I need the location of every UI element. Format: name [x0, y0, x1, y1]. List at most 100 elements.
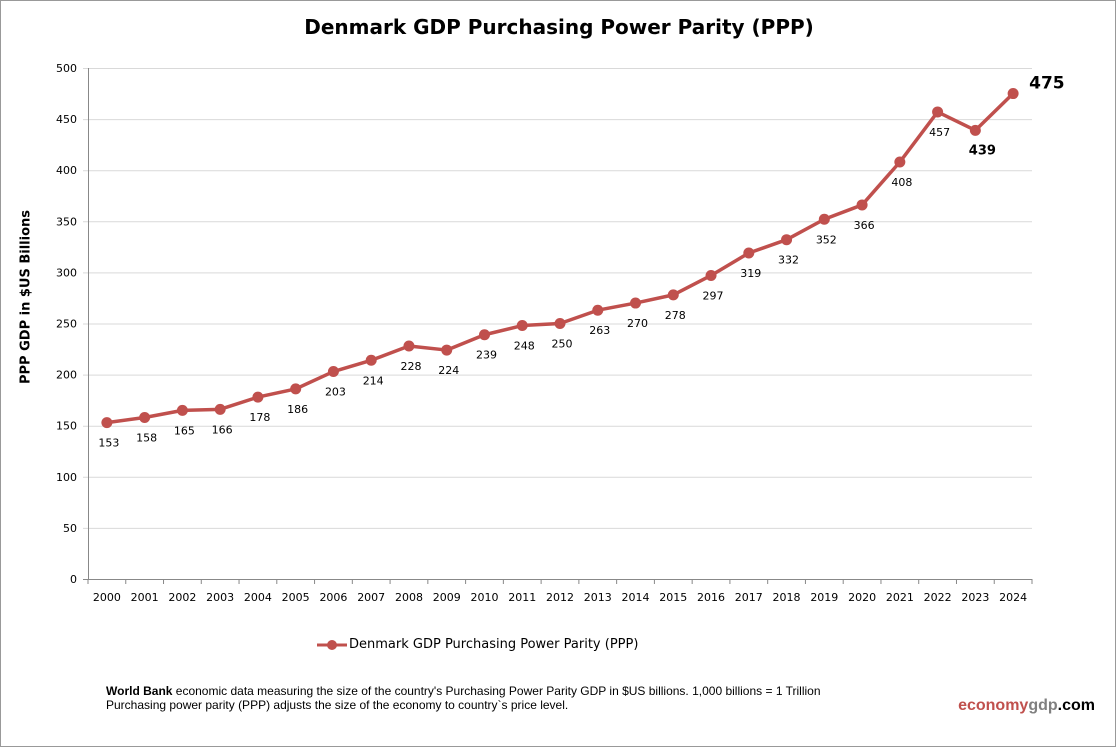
- data-label: 270: [627, 317, 648, 330]
- x-tick-label: 2007: [357, 591, 385, 604]
- footnote-line2: Purchasing power parity (PPP) adjusts th…: [106, 698, 569, 712]
- data-label: 366: [854, 219, 875, 232]
- data-point: [630, 297, 642, 309]
- data-point: [969, 124, 981, 136]
- data-point: [516, 320, 528, 332]
- y-tick-label: 0: [70, 573, 77, 586]
- y-tick-label: 250: [56, 318, 77, 331]
- data-point: [365, 354, 377, 366]
- x-tick-label: 2001: [131, 591, 159, 604]
- x-tick-label: 2002: [168, 591, 196, 604]
- data-label: 319: [740, 267, 761, 280]
- y-tick-label: 100: [56, 471, 77, 484]
- data-point: [554, 318, 566, 329]
- x-tick-label: 2005: [282, 591, 310, 604]
- data-point: [403, 340, 415, 352]
- y-tick-label: 450: [56, 113, 77, 126]
- data-label: 457: [929, 126, 950, 139]
- chart-title: Denmark GDP Purchasing Power Parity (PPP…: [304, 15, 814, 39]
- data-label: 475: [1029, 74, 1065, 94]
- data-point: [1007, 88, 1019, 100]
- logo[interactable]: economygdp.com: [958, 697, 1095, 715]
- data-label: 165: [174, 424, 195, 437]
- data-label: 239: [476, 349, 497, 362]
- logo-part-com: .com: [1057, 697, 1095, 714]
- footnote: World Bank economic data measuring the s…: [106, 684, 821, 712]
- data-label: 408: [891, 176, 912, 189]
- data-label: 224: [438, 364, 459, 377]
- x-tick-label: 2022: [924, 591, 952, 604]
- data-label: 228: [400, 360, 421, 373]
- x-tick-label: 2020: [848, 591, 876, 604]
- data-label: 214: [363, 374, 384, 387]
- data-point: [252, 391, 264, 403]
- x-tick-label: 2010: [470, 591, 498, 604]
- x-tick-label: 2019: [810, 591, 838, 604]
- data-label: 186: [287, 403, 308, 416]
- data-label: 158: [136, 432, 157, 445]
- data-label: 297: [703, 289, 724, 302]
- data-label: 178: [249, 411, 270, 424]
- data-point: [667, 289, 679, 301]
- x-tick-label: 2003: [206, 591, 234, 604]
- data-label: 166: [212, 423, 233, 436]
- x-tick-label: 2024: [999, 591, 1027, 604]
- data-label: 278: [665, 309, 686, 322]
- x-tick-label: 2015: [659, 591, 687, 604]
- x-tick-label: 2008: [395, 591, 423, 604]
- x-tick-label: 2018: [773, 591, 801, 604]
- legend-label: Denmark GDP Purchasing Power Parity (PPP…: [349, 637, 639, 652]
- data-point: [327, 366, 339, 378]
- legend-marker-icon: [317, 639, 347, 650]
- data-point: [743, 247, 755, 259]
- x-tick-label: 2012: [546, 591, 574, 604]
- data-point: [441, 344, 453, 356]
- data-point: [781, 234, 793, 246]
- data-point: [592, 304, 604, 316]
- x-tick-label: 2004: [244, 591, 272, 604]
- data-point: [932, 106, 944, 118]
- x-tick-label: 2016: [697, 591, 725, 604]
- data-point: [705, 269, 717, 281]
- y-tick-label: 50: [63, 522, 77, 535]
- data-label: 153: [98, 437, 119, 450]
- data-label: 263: [589, 324, 610, 337]
- y-tick-label: 200: [56, 369, 77, 382]
- logo-part-gdp: gdp: [1028, 697, 1058, 714]
- data-label: 250: [552, 338, 573, 351]
- y-tick-label: 150: [56, 420, 77, 433]
- x-tick-label: 2000: [93, 591, 121, 604]
- x-tick-label: 2013: [584, 591, 612, 604]
- data-point: [478, 329, 490, 341]
- y-tick-label: 500: [56, 62, 77, 75]
- x-tick-label: 2023: [961, 591, 989, 604]
- data-label: 439: [969, 143, 996, 158]
- y-tick-label: 350: [56, 215, 77, 228]
- logo-part-economy: economy: [958, 697, 1029, 714]
- footnote-line1: economic data measuring the size of the …: [172, 684, 821, 698]
- data-point: [214, 403, 226, 415]
- series-line: [106, 92, 1015, 425]
- x-tick-label: 2021: [886, 591, 914, 604]
- data-label: 352: [816, 233, 837, 246]
- data-point: [176, 404, 188, 416]
- data-label: 203: [325, 386, 346, 399]
- x-tick-label: 2017: [735, 591, 763, 604]
- x-tick-label: 2009: [433, 591, 461, 604]
- data-point: [894, 156, 906, 168]
- x-tick-label: 2006: [319, 591, 347, 604]
- y-tick-label: 300: [56, 266, 77, 279]
- data-point: [290, 383, 302, 395]
- data-label: 332: [778, 254, 799, 267]
- legend[interactable]: Denmark GDP Purchasing Power Parity (PPP…: [317, 637, 638, 652]
- y-tick-label: 400: [56, 164, 77, 177]
- data-point: [818, 213, 830, 225]
- data-label: 248: [514, 340, 535, 353]
- data-point: [856, 199, 868, 211]
- x-tick-label: 2011: [508, 591, 536, 604]
- footnote-source: World Bank: [106, 684, 173, 698]
- x-tick-label: 2014: [622, 591, 650, 604]
- data-point: [101, 417, 113, 429]
